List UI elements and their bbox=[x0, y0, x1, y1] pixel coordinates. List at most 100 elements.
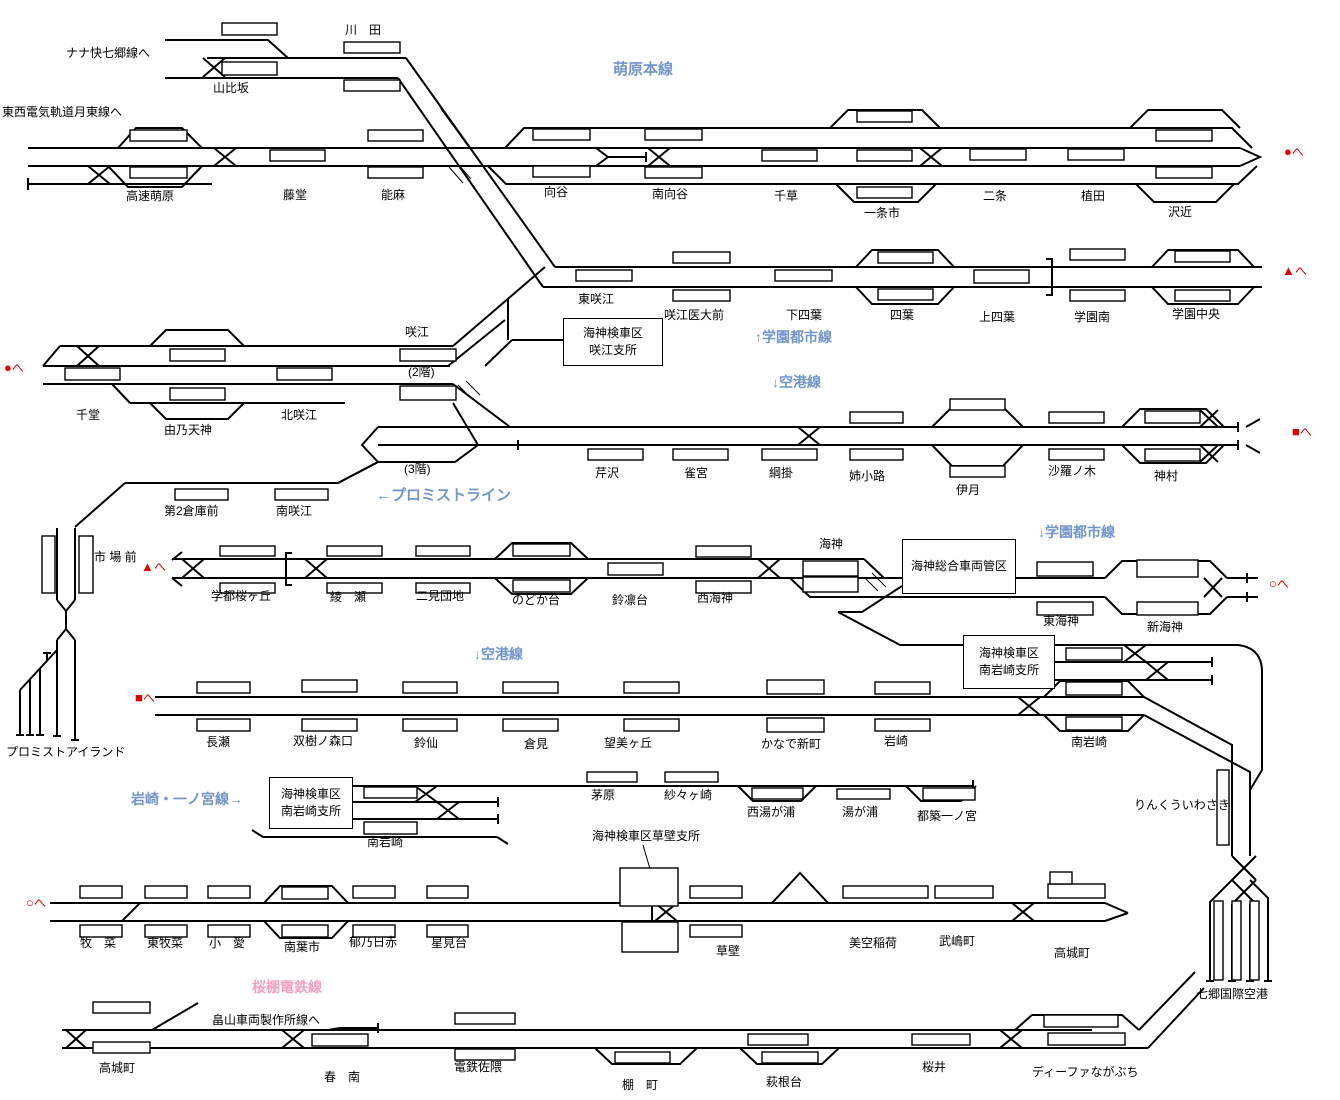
station-label: 高城町 bbox=[1054, 946, 1091, 960]
station-label: 北咲江 bbox=[281, 408, 318, 422]
platform-box bbox=[836, 788, 891, 800]
station-label: 鈴仙 bbox=[414, 736, 439, 750]
platform-box bbox=[41, 535, 56, 594]
platform-box bbox=[1047, 883, 1106, 899]
station-label: 望美ヶ丘 bbox=[604, 736, 653, 750]
platform-box bbox=[1216, 769, 1230, 846]
depot-box-label: 咲江支所 bbox=[588, 343, 637, 357]
platform-box bbox=[1249, 900, 1260, 981]
station-label: 山比坂 bbox=[213, 81, 250, 95]
platform-box bbox=[802, 576, 859, 593]
platform-box bbox=[532, 128, 591, 141]
platform-box bbox=[343, 79, 401, 92]
misc-label-floor-2: (2階) bbox=[408, 365, 435, 379]
platform-box bbox=[672, 289, 731, 302]
station-label: 美空稲荷 bbox=[849, 936, 898, 950]
platform-box bbox=[196, 681, 251, 694]
station-label: 南葉市 bbox=[284, 940, 321, 954]
station-label: 市 場 前 bbox=[94, 550, 137, 564]
platform-box bbox=[856, 110, 913, 123]
platform-box bbox=[747, 1033, 809, 1046]
station-label: かなで新町 bbox=[761, 737, 822, 751]
marker-glyph: ○ bbox=[26, 895, 34, 910]
station-label: 綾 瀬 bbox=[330, 590, 367, 604]
marker-suffix: へ bbox=[1276, 577, 1289, 591]
marker-suffix: へ bbox=[1294, 264, 1307, 278]
platform-box bbox=[352, 924, 396, 938]
marker-circle-filled-right: ●へ bbox=[1284, 145, 1304, 158]
line-label-promised-line: ←プロミストライン bbox=[376, 487, 512, 504]
platform-box bbox=[1155, 129, 1213, 142]
station-label: 咲江医大前 bbox=[664, 308, 725, 322]
station-label: 綱掛 bbox=[769, 466, 794, 480]
misc-label-promised-island: プロミストアイランド bbox=[6, 745, 126, 759]
station-label: 新海神 bbox=[1147, 620, 1184, 634]
station-label: 藤堂 bbox=[283, 188, 308, 202]
platform-box bbox=[363, 821, 418, 835]
depot-box-label: 海神検車区 bbox=[978, 646, 1039, 661]
platform-box bbox=[415, 582, 471, 594]
platform-box bbox=[129, 166, 188, 179]
station-label: 沙羅ノ木 bbox=[1048, 464, 1097, 478]
platform-box bbox=[766, 717, 825, 733]
platform-box bbox=[575, 269, 633, 282]
station-label: 向谷 bbox=[544, 185, 569, 199]
platform-box bbox=[644, 166, 703, 179]
platform-box bbox=[1036, 561, 1094, 577]
platform-box bbox=[144, 924, 188, 938]
marker-glyph: ● bbox=[4, 360, 12, 375]
platform-box bbox=[874, 681, 931, 695]
marker-triangle-filled-right: ▲へ bbox=[1282, 264, 1307, 277]
platform-box bbox=[802, 560, 859, 577]
platform-box bbox=[1136, 559, 1199, 578]
depot-box-kaijin-depot-sakie: 海神検車区 咲江支所 bbox=[563, 318, 663, 366]
station-label: ディーファながぶち bbox=[1032, 1065, 1139, 1079]
platform-box bbox=[949, 465, 1006, 478]
platform-box bbox=[761, 149, 818, 162]
marker-square-filled-right: ■へ bbox=[1292, 425, 1312, 438]
platform-box bbox=[695, 545, 752, 558]
platform-box bbox=[1213, 900, 1224, 981]
platform-box bbox=[367, 166, 424, 179]
platform-box bbox=[614, 1051, 671, 1064]
platform-box bbox=[849, 411, 904, 424]
platform-box bbox=[92, 1041, 151, 1054]
station-label: 海神 bbox=[819, 537, 844, 551]
platform-box bbox=[454, 1012, 516, 1025]
platform-box bbox=[207, 885, 251, 899]
track-sakie-complex bbox=[42, 266, 563, 484]
misc-label-floor-3: (3階) bbox=[404, 462, 431, 476]
platform-box bbox=[949, 398, 1006, 411]
platform-box bbox=[219, 582, 276, 594]
platform-box bbox=[64, 367, 121, 381]
misc-label-kaijin-depot-kusakabe-branch: 海神検車区草壁支所 bbox=[592, 829, 701, 843]
depot-box-label: 海神総合車両管区 bbox=[910, 559, 1007, 574]
station-label: 沢近 bbox=[1168, 205, 1193, 219]
station-label: 東牧菜 bbox=[147, 936, 184, 950]
station-label: 姉小路 bbox=[849, 469, 886, 483]
station-label: 芹沢 bbox=[595, 466, 620, 480]
marker-circle-open-right: ○へ bbox=[1269, 577, 1289, 590]
marker-triangle-filled-ichibamae: ▲へ bbox=[141, 560, 166, 573]
station-label: 牧 菜 bbox=[80, 936, 117, 950]
platform-box bbox=[1231, 900, 1242, 981]
marker-circle-filled-left: ●へ bbox=[4, 361, 24, 374]
station-label: 高速萌原 bbox=[126, 189, 175, 203]
platform-box bbox=[766, 679, 825, 695]
station-label: 南向谷 bbox=[652, 187, 689, 201]
platform-box bbox=[79, 885, 123, 899]
platform-box bbox=[973, 269, 1030, 284]
station-label: 神村 bbox=[1154, 469, 1179, 483]
platform-box bbox=[399, 348, 457, 362]
platform-box bbox=[644, 128, 703, 141]
platform-box bbox=[78, 535, 94, 594]
track-minami-iwasaki-depot-sidings bbox=[1052, 644, 1263, 791]
marker-suffix: へ bbox=[33, 896, 46, 910]
platform-box bbox=[774, 269, 833, 282]
platform-box bbox=[454, 1048, 516, 1061]
platform-box bbox=[426, 885, 469, 899]
track-airport-line-lower bbox=[155, 680, 1272, 982]
depot-box-kaijin-depot-minami-iwasaki-upper: 海神検車区 南岩崎支所 bbox=[963, 635, 1055, 689]
depot-box-kaijin-rolling-stock-district: 海神総合車両管区 bbox=[902, 539, 1016, 594]
platform-box bbox=[664, 771, 719, 783]
